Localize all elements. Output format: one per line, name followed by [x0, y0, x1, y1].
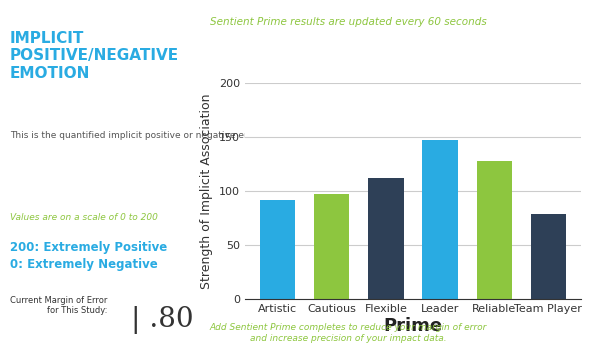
- Bar: [422, 140, 458, 299]
- Y-axis label: Strength of Implicit Association: Strength of Implicit Association: [201, 93, 214, 289]
- Text: IMPLICIT
POSITIVE/NEGATIVE
EMOTION: IMPLICIT POSITIVE/NEGATIVE EMOTION: [9, 31, 179, 81]
- Text: Current Margin of Error
for This Study:: Current Margin of Error for This Study:: [9, 296, 107, 315]
- Text: Values are on a scale of 0 to 200: Values are on a scale of 0 to 200: [9, 213, 158, 222]
- Text: | .80: | .80: [130, 306, 194, 334]
- X-axis label: Prime: Prime: [384, 317, 442, 335]
- Text: Add Sentient Prime completes to reduce your margin of error
and increase precisi: Add Sentient Prime completes to reduce y…: [209, 323, 487, 343]
- Bar: [477, 161, 512, 299]
- Bar: [530, 214, 566, 299]
- Text: This is the quantified implicit positive or negative emotional association with : This is the quantified implicit positive…: [9, 131, 509, 140]
- Bar: [314, 194, 349, 299]
- Bar: [368, 178, 404, 299]
- Bar: [260, 200, 296, 299]
- Text: 200: Extremely Positive
0: Extremely Negative: 200: Extremely Positive 0: Extremely Neg…: [9, 241, 167, 271]
- Text: Sentient Prime results are updated every 60 seconds: Sentient Prime results are updated every…: [209, 17, 487, 27]
